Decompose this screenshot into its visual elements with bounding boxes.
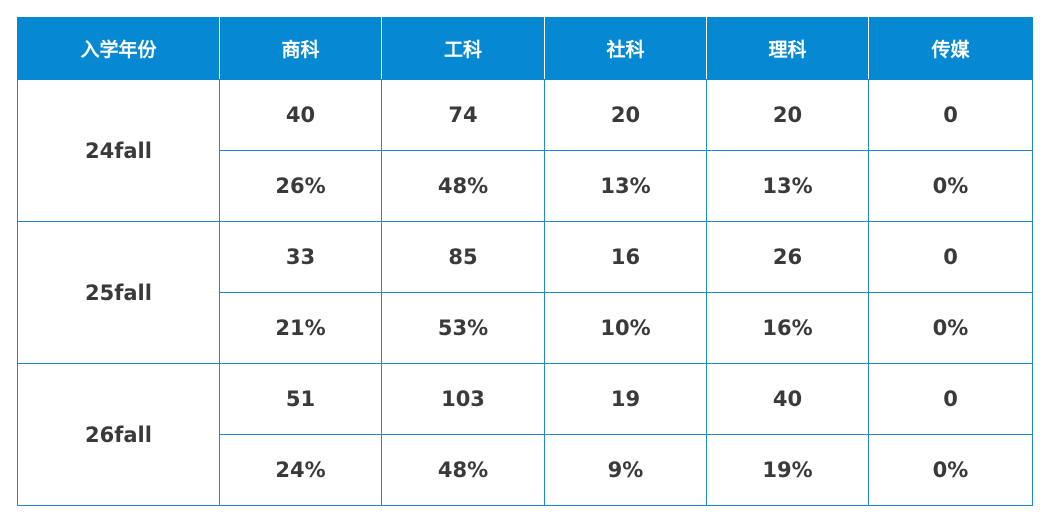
percent-cell: 13% [706, 150, 869, 222]
year-cell: 24fall [17, 79, 220, 222]
count-cell: 16 [544, 221, 707, 293]
percent-cell: 19% [706, 434, 869, 506]
header-cell: 商科 [219, 17, 382, 80]
percent-cell: 16% [706, 292, 869, 364]
year-cell: 26fall [17, 363, 220, 506]
count-cell: 0 [868, 79, 1033, 151]
percent-row: 21% 53% 10% 16% 0% [18, 292, 1033, 364]
header-row: 入学年份 商科 工科 社科 理科 传媒 [17, 17, 1033, 80]
percent-cell: 24% [219, 434, 382, 506]
count-row: 26fall 51 103 19 40 0 [17, 363, 1033, 506]
percent-cell: 26% [219, 150, 382, 222]
year-cell: 25fall [17, 221, 220, 364]
percent-row: 24% 48% 9% 19% 0% [18, 434, 1033, 506]
percent-cell: 48% [381, 434, 545, 506]
count-cell: 20 [706, 79, 869, 151]
count-cell: 0 [868, 221, 1033, 293]
percent-cell: 53% [381, 292, 545, 364]
count-cell: 103 [381, 363, 545, 435]
count-cell: 40 [219, 79, 382, 151]
percent-cell: 13% [544, 150, 707, 222]
header-cell: 工科 [381, 17, 545, 80]
percent-cell: 0% [868, 292, 1033, 364]
header-cell: 理科 [706, 17, 869, 80]
data-table: 入学年份 商科 工科 社科 理科 传媒 24fall 40 74 20 20 0 26% 48% 13% 1… [17, 17, 1033, 506]
count-row: 24fall 40 74 20 20 0 [17, 79, 1033, 222]
count-cell: 0 [868, 363, 1033, 435]
count-cell: 26 [706, 221, 869, 293]
count-cell: 40 [706, 363, 869, 435]
count-row: 25fall 33 85 16 26 0 [17, 221, 1033, 364]
table-body: 24fall 40 74 20 20 0 26% 48% 13% 13% 0% 25fall 33 85 1… [17, 79, 1033, 506]
percent-cell: 10% [544, 292, 707, 364]
count-cell: 51 [219, 363, 382, 435]
percent-cell: 21% [219, 292, 382, 364]
percent-cell: 0% [868, 434, 1033, 506]
header-cell: 社科 [544, 17, 707, 80]
count-cell: 20 [544, 79, 707, 151]
header-cell: 传媒 [868, 17, 1033, 80]
percent-cell: 0% [868, 150, 1033, 222]
percent-cell: 9% [544, 434, 707, 506]
count-cell: 74 [381, 79, 545, 151]
count-cell: 19 [544, 363, 707, 435]
header-cell: 入学年份 [17, 17, 220, 80]
count-cell: 85 [381, 221, 545, 293]
percent-cell: 48% [381, 150, 545, 222]
count-cell: 33 [219, 221, 382, 293]
